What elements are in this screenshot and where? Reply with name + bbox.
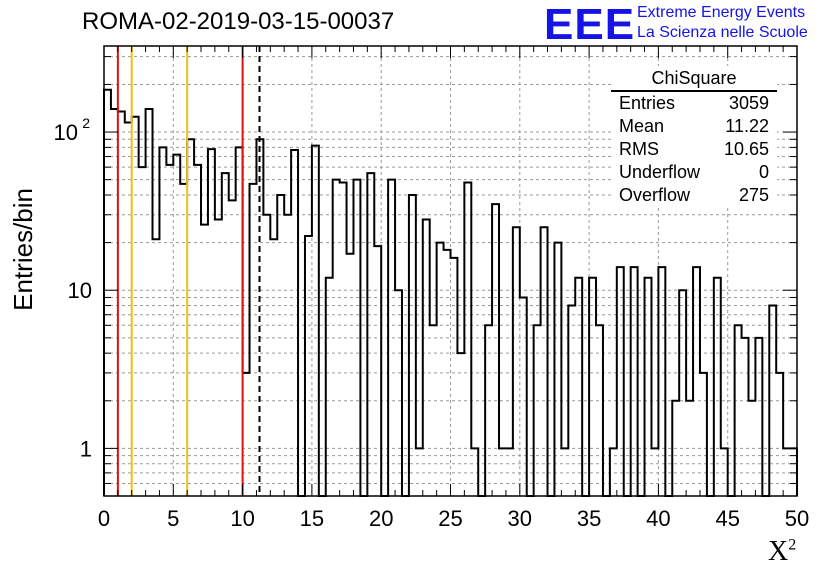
x-tick-label: 5 bbox=[167, 506, 179, 531]
stats-title: ChiSquare bbox=[611, 66, 777, 92]
stats-row-entries: Entries 3059 bbox=[619, 93, 769, 113]
y-tick-label: 10 bbox=[54, 120, 78, 145]
eee-logo: EEE bbox=[544, 0, 636, 49]
x-tick-label: 40 bbox=[646, 506, 670, 531]
x-tick-label: 25 bbox=[438, 506, 462, 531]
x-tick-label: 30 bbox=[508, 506, 532, 531]
axis-ticks bbox=[103, 46, 798, 497]
stats-row-overflow: Overflow 275 bbox=[619, 185, 769, 205]
histogram-steps bbox=[103, 88, 798, 497]
x-axis-label: X2 bbox=[768, 536, 797, 567]
run-title: ROMA-02-2019-03-15-00037 bbox=[82, 8, 395, 35]
x-tick-label: 50 bbox=[785, 506, 809, 531]
logo-subtitle-1: Extreme Energy Events bbox=[637, 4, 806, 21]
x-tick-label: 10 bbox=[230, 506, 254, 531]
stats-row-rms: RMS 10.65 bbox=[619, 139, 769, 159]
y-tick-label-exponent: 2 bbox=[82, 115, 90, 131]
y-tick-label: 10 bbox=[68, 278, 92, 303]
x-tick-label: 45 bbox=[715, 506, 739, 531]
stats-box: ChiSquare Entries 3059 Mean 11.22 RMS 10.65… bbox=[611, 66, 777, 208]
stats-row-underflow: Underflow 0 bbox=[619, 162, 769, 182]
x-tick-label: 15 bbox=[300, 506, 324, 531]
logo-subtitle-2: La Scienza nelle Scuole bbox=[637, 24, 808, 41]
x-tick-label: 20 bbox=[369, 506, 393, 531]
stats-row-mean: Mean 11.22 bbox=[619, 116, 769, 136]
x-tick-label: 35 bbox=[577, 506, 601, 531]
reference-lines bbox=[116, 46, 261, 496]
x-tick-label: 0 bbox=[98, 506, 110, 531]
y-tick-label: 1 bbox=[80, 436, 92, 461]
histogram bbox=[103, 88, 798, 497]
